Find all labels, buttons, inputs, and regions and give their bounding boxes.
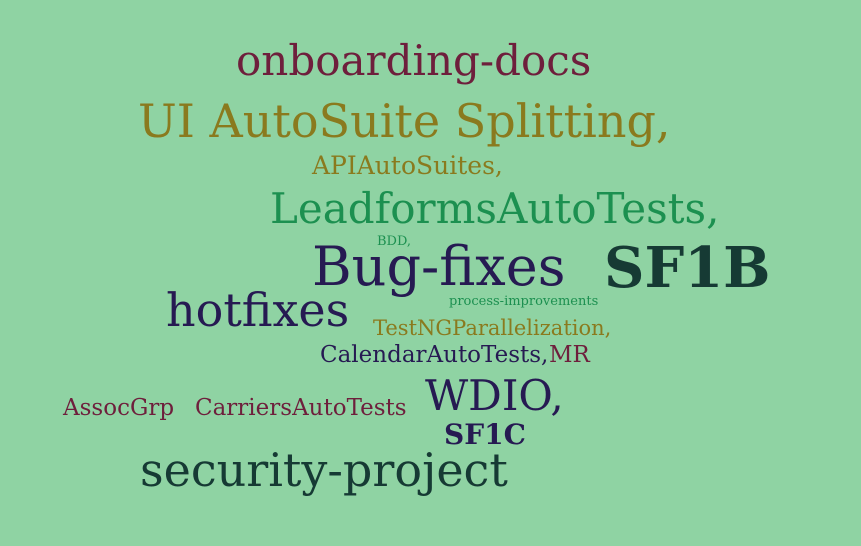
word-ui-autosuite-splitting: UI AutoSuite Splitting,: [138, 94, 671, 148]
word-calendar-autotests: CalendarAutoTests,: [320, 342, 549, 368]
word-mr: MR: [549, 342, 590, 368]
word-leadforms-autotests: LeadformsAutoTests,: [270, 184, 720, 233]
word-bdd: BDD,: [377, 234, 412, 249]
word-wdio: WDIO,: [425, 371, 564, 420]
word-carriers-autotests: CarriersAutoTests: [195, 395, 407, 421]
word-testng-parallelization: TestNGParallelization,: [373, 316, 612, 340]
word-bug-fixes: Bug-fixes: [312, 235, 566, 298]
word-api-autosuites: APIAutoSuites,: [312, 151, 503, 180]
word-assocgrp: AssocGrp: [63, 395, 175, 421]
word-sf1b: SF1B: [604, 235, 771, 301]
word-onboarding-docs: onboarding-docs: [236, 36, 592, 85]
word-security-project: security-project: [140, 443, 508, 497]
word-hotfixes: hotfixes: [166, 283, 350, 337]
word-process-improvements: process-improvements: [449, 294, 599, 309]
word-sf1c: SF1C: [444, 418, 526, 451]
